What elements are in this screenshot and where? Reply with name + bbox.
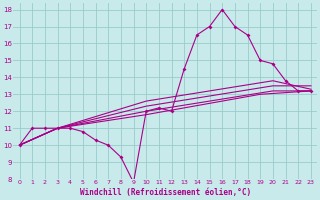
X-axis label: Windchill (Refroidissement éolien,°C): Windchill (Refroidissement éolien,°C) [80,188,251,197]
